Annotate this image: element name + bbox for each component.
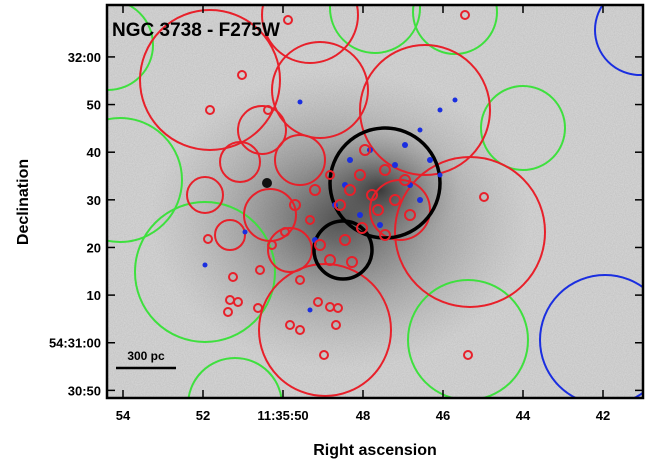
y-tick-label: 40 — [87, 145, 101, 160]
y-tick-label: 20 — [87, 240, 101, 255]
y-tick-label: 30:50 — [68, 383, 101, 398]
y-tick-label: 32:00 — [68, 50, 101, 65]
x-tick-label: 44 — [516, 408, 531, 423]
plot-frame — [105, 3, 645, 400]
x-tick-label: 42 — [596, 408, 610, 423]
x-tick-label: 11:35:50 — [257, 408, 308, 423]
scale-bar-label: 300 pc — [127, 349, 165, 363]
x-tick-label: 52 — [196, 408, 210, 423]
y-tick-label: 50 — [87, 98, 101, 113]
y-tick-label: 10 — [87, 288, 101, 303]
red-sources — [203, 10, 489, 360]
y-tick-label: 54:31:00 — [49, 336, 101, 351]
blue-sources — [202, 97, 458, 313]
x-tick-label: 54 — [116, 408, 131, 423]
y-tick-label: 30 — [87, 193, 101, 208]
image — [107, 5, 643, 398]
overlay-circles — [107, 5, 643, 398]
x-axis-label: Right ascension — [313, 442, 437, 459]
x-tick-label: 48 — [356, 408, 370, 423]
x-tick-label: 46 — [436, 408, 450, 423]
y-axis-label: Declination — [15, 159, 32, 245]
chart-title: NGC 3738 - F275W — [112, 20, 280, 41]
